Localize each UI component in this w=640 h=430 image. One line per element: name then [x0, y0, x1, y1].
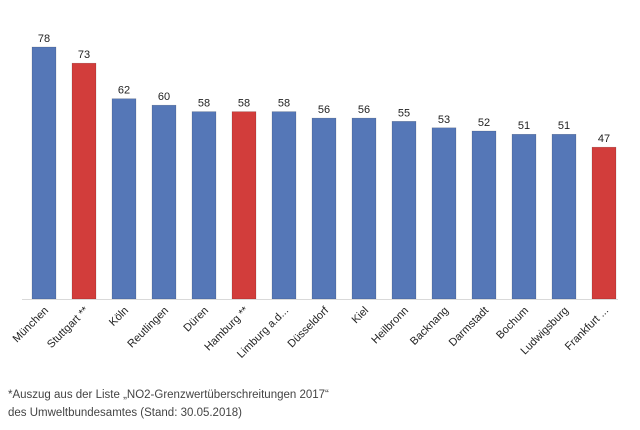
value-label-heilbronn: 55 [398, 107, 410, 119]
category-label-düren: Düren [181, 305, 211, 335]
bar-hamburg [231, 111, 257, 300]
value-label-kiel: 56 [358, 104, 370, 116]
bar-limburg-a-d [271, 111, 297, 300]
footnote-line-2: des Umweltbundesamtes (Stand: 30.05.2018… [8, 407, 242, 419]
value-label-limburg-a-d: 58 [278, 98, 290, 110]
bar-köln [111, 98, 137, 300]
bar-darmstadt [471, 130, 497, 300]
category-label-düsseldorf: Düsseldorf [285, 304, 331, 350]
bar-heilbronn [391, 121, 417, 300]
value-label-bochum: 51 [518, 120, 530, 132]
category-label-backnang: Backnang [408, 305, 451, 348]
bar-münchen [31, 46, 57, 300]
bar-düsseldorf [311, 117, 337, 300]
value-label-darmstadt: 52 [478, 117, 490, 129]
value-label-düren: 58 [198, 98, 210, 110]
category-label-bochum: Bochum [494, 305, 531, 342]
bar-backnang [431, 127, 457, 300]
bar-frankfurt [591, 146, 617, 300]
category-label-darmstadt: Darmstadt [447, 305, 491, 349]
bar-chart: 78 73 62 60 58 58 58 56 56 55 53 52 51 51 47 MünchenSt… [11, 33, 618, 361]
value-label-frankfurt: 47 [598, 133, 610, 145]
category-label-köln: Köln [107, 305, 131, 329]
bar-bochum [511, 133, 537, 300]
bar-kiel [351, 117, 377, 300]
value-label-düsseldorf: 56 [318, 104, 330, 116]
value-label-backnang: 53 [438, 114, 450, 126]
bar-stuttgart [71, 62, 97, 300]
value-label-reutlingen: 60 [158, 91, 170, 103]
bars-group [31, 46, 617, 300]
bar-ludwigsburg [551, 133, 577, 300]
footnote: *Auszug aus der Liste „NO2-Grenzwertüber… [8, 386, 329, 422]
bar-düren [191, 111, 217, 300]
category-label-kiel: Kiel [350, 305, 371, 326]
value-label-köln: 62 [118, 85, 130, 97]
category-label-münchen: München [11, 305, 51, 345]
value-label-hamburg: 58 [238, 98, 250, 110]
footnote-line-1: *Auszug aus der Liste „NO2-Grenzwertüber… [8, 389, 329, 401]
value-label-ludwigsburg: 51 [558, 120, 570, 132]
value-label-münchen: 78 [38, 33, 50, 45]
category-label-stuttgart: Stuttgart ** [45, 304, 92, 351]
category-label-frankfurt: Frankfurt ... [563, 305, 611, 353]
category-label-reutlingen: Reutlingen [125, 305, 171, 351]
value-labels-group: 78 73 62 60 58 58 58 56 56 55 53 52 51 51 47 [38, 33, 610, 145]
value-label-stuttgart: 73 [78, 49, 90, 61]
category-label-heilbronn: Heilbronn [369, 305, 411, 347]
bar-reutlingen [151, 104, 177, 300]
